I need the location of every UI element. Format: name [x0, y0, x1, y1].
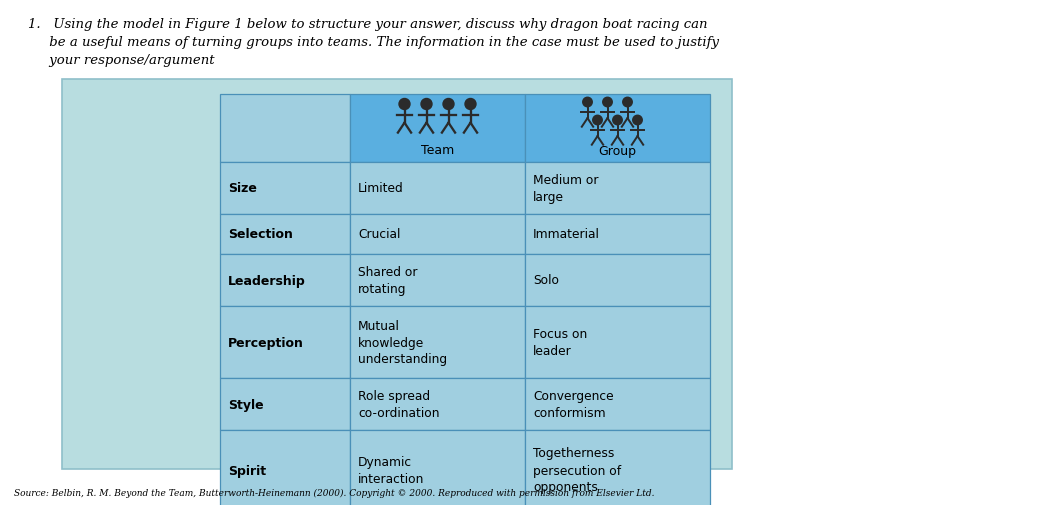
FancyBboxPatch shape [220, 378, 350, 430]
FancyBboxPatch shape [350, 307, 525, 378]
Circle shape [613, 116, 623, 126]
FancyBboxPatch shape [220, 255, 350, 307]
Text: Group: Group [598, 144, 636, 157]
Circle shape [399, 99, 410, 110]
Circle shape [633, 116, 642, 126]
Text: Limited: Limited [358, 182, 403, 195]
Text: your response/argument: your response/argument [28, 54, 215, 67]
Text: Team: Team [421, 144, 454, 157]
FancyBboxPatch shape [525, 430, 709, 505]
Text: Size: Size [228, 182, 257, 195]
Text: Leadership: Leadership [228, 274, 306, 287]
Text: 1.   Using the model in Figure 1 below to structure your answer, discuss why dra: 1. Using the model in Figure 1 below to … [28, 18, 707, 31]
FancyBboxPatch shape [220, 95, 350, 163]
FancyBboxPatch shape [525, 215, 709, 255]
FancyBboxPatch shape [525, 255, 709, 307]
Text: Style: Style [228, 398, 264, 411]
Text: Dynamic
interaction: Dynamic interaction [358, 455, 424, 485]
Text: Crucial: Crucial [358, 228, 400, 241]
Text: Mutual
knowledge
understanding: Mutual knowledge understanding [358, 319, 447, 366]
Text: Solo: Solo [533, 274, 559, 287]
FancyBboxPatch shape [525, 163, 709, 215]
Circle shape [603, 98, 612, 108]
FancyBboxPatch shape [220, 307, 350, 378]
Circle shape [623, 98, 632, 108]
Circle shape [583, 98, 592, 108]
Text: Perception: Perception [228, 336, 304, 349]
FancyBboxPatch shape [350, 378, 525, 430]
FancyBboxPatch shape [525, 95, 709, 163]
Text: Spirit: Spirit [228, 464, 266, 477]
FancyBboxPatch shape [525, 307, 709, 378]
Text: Role spread
co-ordination: Role spread co-ordination [358, 389, 439, 419]
Text: Source: Belbin, R. M. Beyond the Team, Butterworth-Heinemann (2000). Copyright ©: Source: Belbin, R. M. Beyond the Team, B… [14, 488, 655, 497]
FancyBboxPatch shape [350, 215, 525, 255]
FancyBboxPatch shape [220, 163, 350, 215]
Text: Focus on
leader: Focus on leader [533, 327, 587, 358]
FancyBboxPatch shape [220, 430, 350, 505]
Circle shape [421, 99, 432, 110]
Text: be a useful means of turning groups into teams. The information in the case must: be a useful means of turning groups into… [28, 36, 719, 49]
FancyBboxPatch shape [350, 95, 525, 163]
Circle shape [443, 99, 454, 110]
FancyBboxPatch shape [350, 163, 525, 215]
Text: Togetherness
persecution of
opponents: Togetherness persecution of opponents [533, 446, 621, 493]
Circle shape [593, 116, 603, 126]
Text: Convergence
conformism: Convergence conformism [533, 389, 614, 419]
FancyBboxPatch shape [350, 255, 525, 307]
FancyBboxPatch shape [62, 80, 732, 469]
FancyBboxPatch shape [220, 215, 350, 255]
FancyBboxPatch shape [350, 430, 525, 505]
Text: Immaterial: Immaterial [533, 228, 599, 241]
Circle shape [465, 99, 476, 110]
Text: Selection: Selection [228, 228, 292, 241]
Text: Shared or
rotating: Shared or rotating [358, 266, 417, 295]
Text: Medium or
large: Medium or large [533, 174, 598, 204]
FancyBboxPatch shape [525, 378, 709, 430]
